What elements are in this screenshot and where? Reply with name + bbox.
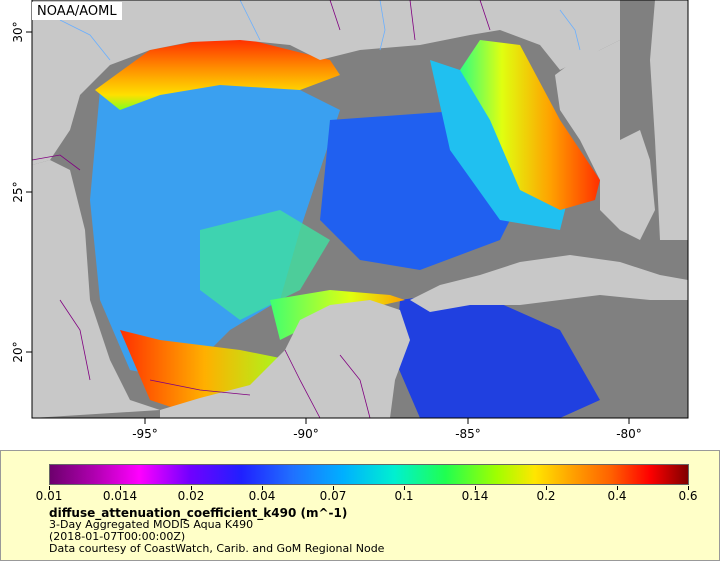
lon-tick-label: -95° (132, 427, 158, 441)
lon-tick-label: -80° (616, 427, 642, 441)
political-borders (31, 0, 491, 419)
lat-tick-label: 25° (11, 181, 25, 202)
map-panel: -95° -90° -85° -80° 20° 25° 30° NOAA/AOM… (11, 0, 689, 441)
colorbar-label: 0.04 (248, 489, 276, 503)
colorbar-label: 0.2 (536, 489, 556, 503)
rivers (59, 0, 581, 61)
louisiana-texas-shelf (95, 35, 340, 110)
colorbar-tick (404, 486, 405, 490)
us-gulf-coast-land (32, 0, 620, 165)
colorbar-tick (475, 486, 476, 490)
map-svg: -95° -90° -85° -80° 20° 25° 30° (11, 0, 689, 441)
colorbar-label: 0.1 (394, 489, 414, 503)
colorbar-label: 0.014 (102, 489, 138, 503)
colorbar-label: 0.6 (678, 489, 698, 503)
map-frame (31, 0, 689, 419)
mexico-land (32, 160, 160, 418)
colorbar-label: 0.14 (461, 489, 489, 503)
legend-panel: 0.01 0.014 0.02 0.04 0.07 0.1 0.14 0.2 0… (0, 450, 720, 561)
colorbar-tick (688, 486, 689, 490)
colorbar-tick (617, 486, 618, 490)
caribbean-water (395, 290, 600, 418)
time-stamp: (2018-01-07T00:00:00Z) (49, 530, 186, 543)
florida-shelf (460, 40, 600, 210)
colorbar-label: 0.4 (607, 489, 627, 503)
florida-east-land (650, 0, 688, 240)
colorbar (49, 464, 689, 485)
data-source: Data courtesy of CoastWatch, Carib. and … (49, 542, 385, 555)
yucatan-land (160, 300, 410, 418)
product-name: 3-Day Aggregated MODIS Aqua K490 (49, 518, 254, 531)
longitude-axis (144, 418, 630, 424)
credit-label: NOAA/AOML (32, 2, 122, 20)
colorbar-label: 0.01 (35, 489, 63, 503)
legend-text: diffuse_attenuation_coefficient_k490 (m^… (49, 507, 384, 555)
latitude-axis (26, 31, 32, 353)
lon-tick-label: -90° (293, 427, 319, 441)
colorbar-tick (120, 486, 121, 490)
colorbar-label: 0.07 (319, 489, 347, 503)
colorbar-tick (546, 486, 547, 490)
central-america-land (330, 390, 390, 418)
lat-tick-label: 30° (11, 21, 25, 42)
florida-land (555, 40, 655, 240)
colorbar-tick (49, 486, 50, 490)
lon-tick-label: -85° (455, 427, 481, 441)
green-patch-west (200, 210, 330, 320)
colorbar-tick (333, 486, 334, 490)
variable-name: diffuse_attenuation_coefficient_k490 (m^… (49, 506, 348, 520)
colorbar-label: 0.02 (177, 489, 205, 503)
lat-tick-label: 20° (11, 341, 25, 362)
colorbar-tick (262, 486, 263, 490)
cuba-land (410, 255, 688, 312)
colorbar-tick (191, 486, 192, 490)
